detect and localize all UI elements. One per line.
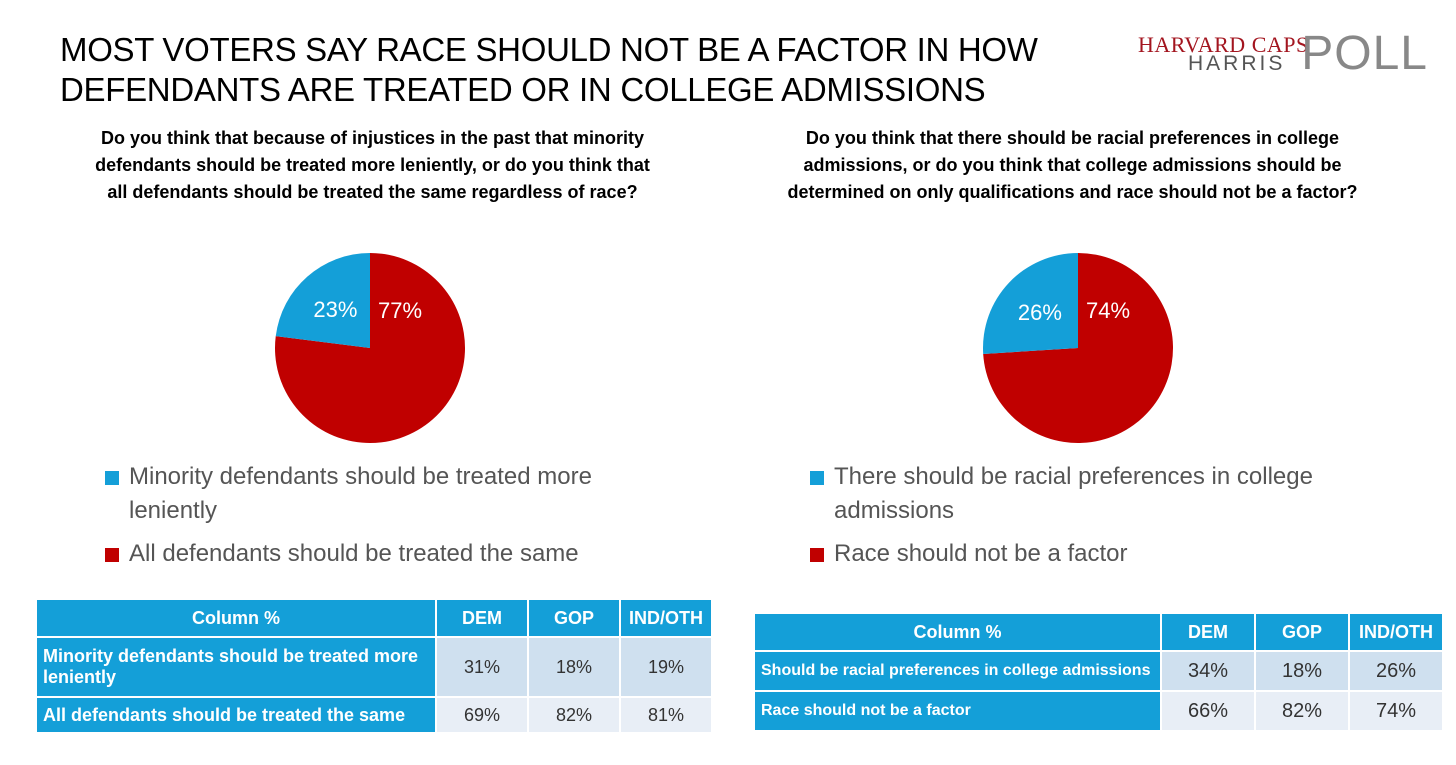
table-header-row: Column % DEM GOP IND/OTH [37,600,711,636]
table-cell: 66% [1162,692,1254,730]
table-row: Minority defendants should be treated mo… [37,638,711,696]
legend-label: All defendants should be treated the sam… [129,540,579,567]
pie-slice [275,253,370,348]
legend-label: Race should not be a factor [834,540,1128,567]
row-label: Minority defendants should be treated mo… [37,638,435,696]
logo-top-text: HARVARD CAPS [1138,32,1309,57]
legend-item: Minority defendants should be treated mo… [105,460,665,528]
table-header-row: Column % DEM GOP IND/OTH [755,614,1442,650]
left-question: Do you think that because of injustices … [95,128,650,202]
table-row: Should be racial preferences in college … [755,652,1442,690]
table-cell: 19% [621,638,711,696]
left-crosstab-table: Column % DEM GOP IND/OTH Minority defend… [35,598,713,734]
table-cell: 82% [529,698,619,732]
pie-data-label: 74% [1086,298,1130,323]
legend-swatch-blue [105,471,119,485]
left-pie-chart: 77% 23% [275,253,465,443]
table-cell: 18% [529,638,619,696]
column-header: DEM [1162,614,1254,650]
left-legend: Minority defendants should be treated mo… [105,460,665,580]
table-row: Race should not be a factor 66% 82% 74% [755,692,1442,730]
table-cell: 82% [1256,692,1348,730]
table-cell: 74% [1350,692,1442,730]
legend-item: All defendants should be treated the sam… [105,537,665,571]
right-legend: There should be racial preferences in co… [810,460,1370,580]
row-label: Race should not be a factor [755,692,1160,730]
right-question: Do you think that there should be racial… [787,128,1358,202]
table-row: All defendants should be treated the sam… [37,698,711,732]
pie-data-label: 23% [313,297,357,322]
pie-data-label: 26% [1018,300,1062,325]
legend-swatch-red [810,548,824,562]
logo-poll-text: POLL [1301,27,1428,80]
legend-swatch-red [105,548,119,562]
table-cell: 18% [1256,652,1348,690]
right-pie-chart: 74% 26% [983,253,1173,443]
column-header: Column % [37,600,435,636]
table-cell: 34% [1162,652,1254,690]
logo-bottom-text: HARRIS [1188,52,1286,75]
right-crosstab-table: Column % DEM GOP IND/OTH Should be racia… [753,612,1444,732]
column-header: IND/OTH [1350,614,1442,650]
legend-label: There should be racial preferences in co… [834,463,1313,524]
row-label: All defendants should be treated the sam… [37,698,435,732]
pie-slice [983,253,1173,443]
table-cell: 69% [437,698,527,732]
legend-item: Race should not be a factor [810,537,1370,571]
page-title: MOST VOTERS SAY RACE SHOULD NOT BE A FAC… [60,31,1038,108]
column-header: GOP [1256,614,1348,650]
legend-item: There should be racial preferences in co… [810,460,1370,528]
harvard-caps-harris-poll-logo: HARVARD CAPS HARRIS POLL [1138,27,1428,80]
column-header: Column % [755,614,1160,650]
pie-slice [983,253,1078,354]
row-label: Should be racial preferences in college … [755,652,1160,690]
table-cell: 31% [437,638,527,696]
column-header: GOP [529,600,619,636]
legend-label: Minority defendants should be treated mo… [129,463,592,524]
pie-data-label: 77% [378,298,422,323]
column-header: IND/OTH [621,600,711,636]
table-cell: 26% [1350,652,1442,690]
column-header: DEM [437,600,527,636]
table-cell: 81% [621,698,711,732]
legend-swatch-blue [810,471,824,485]
